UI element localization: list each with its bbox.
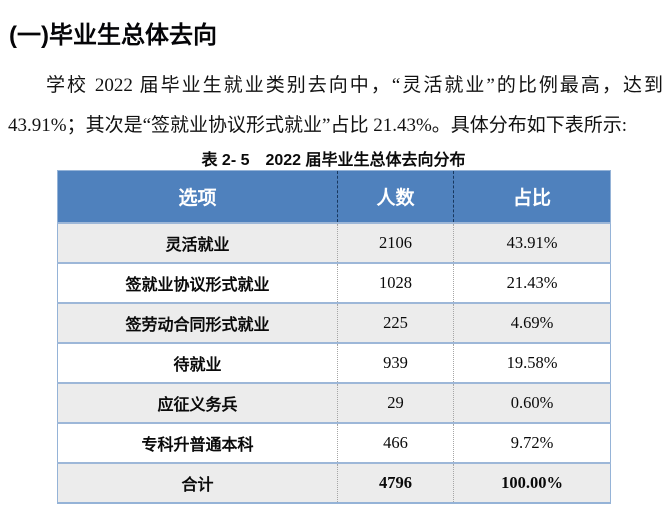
table-row-total: 合计 4796 100.00% xyxy=(57,462,611,503)
cell-count: 466 xyxy=(337,422,454,463)
table-row: 专科升普通本科 466 9.72% xyxy=(57,422,611,463)
cell-option: 待就业 xyxy=(57,342,338,383)
table-row: 待就业 939 19.58% xyxy=(57,342,611,383)
cell-percent: 43.91% xyxy=(453,222,611,263)
cell-percent: 19.58% xyxy=(453,342,611,383)
cell-count: 2106 xyxy=(337,222,454,263)
distribution-table-wrap: 选项 人数 占比 灵活就业 2106 43.91% 签就业协议形式就业 1028 21.4… xyxy=(57,170,611,504)
cell-percent: 100.00% xyxy=(453,462,611,503)
cell-percent: 9.72% xyxy=(453,422,611,463)
table-caption: 表 2- 5 2022 届毕业生总体去向分布 xyxy=(201,152,466,169)
cell-option: 签就业协议形式就业 xyxy=(57,262,338,303)
cell-option: 应征义务兵 xyxy=(57,382,338,423)
cell-option: 灵活就业 xyxy=(57,222,338,263)
table-body: 灵活就业 2106 43.91% 签就业协议形式就业 1028 21.43% 签劳动合同形式… xyxy=(57,222,611,503)
table-header: 选项 人数 占比 xyxy=(57,170,611,223)
section-heading: (一)毕业生总体去向 xyxy=(9,22,217,49)
column-header-percent: 占比 xyxy=(453,170,611,223)
column-header-count: 人数 xyxy=(337,170,454,223)
distribution-table: 选项 人数 占比 灵活就业 2106 43.91% 签就业协议形式就业 1028 21.4… xyxy=(57,170,611,504)
cell-count: 4796 xyxy=(337,462,454,503)
cell-option: 专科升普通本科 xyxy=(57,422,338,463)
cell-percent: 4.69% xyxy=(453,302,611,343)
table-row: 签就业协议形式就业 1028 21.43% xyxy=(57,262,611,303)
table-row: 应征义务兵 29 0.60% xyxy=(57,382,611,423)
table-row: 灵活就业 2106 43.91% xyxy=(57,222,611,263)
cell-option: 签劳动合同形式就业 xyxy=(57,302,338,343)
body-paragraph: 学校 2022 届毕业生就业类别去向中，“灵活就业”的比例最高，达到 43.91… xyxy=(8,75,663,136)
cell-percent: 0.60% xyxy=(453,382,611,423)
cell-count: 1028 xyxy=(337,262,454,303)
cell-count: 939 xyxy=(337,342,454,383)
table-header-row: 选项 人数 占比 xyxy=(57,170,611,223)
cell-percent: 21.43% xyxy=(453,262,611,303)
cell-count: 225 xyxy=(337,302,454,343)
cell-count: 29 xyxy=(337,382,454,423)
cell-option: 合计 xyxy=(57,462,338,503)
column-header-option: 选项 xyxy=(57,170,338,223)
table-row: 签劳动合同形式就业 225 4.69% xyxy=(57,302,611,343)
